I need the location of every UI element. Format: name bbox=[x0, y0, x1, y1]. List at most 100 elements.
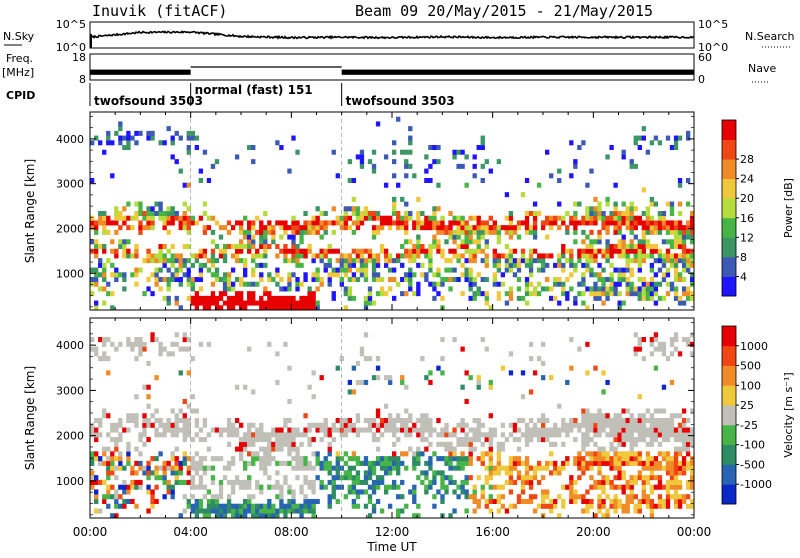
velocity-cell bbox=[303, 460, 308, 466]
power-cell bbox=[657, 295, 663, 301]
velocity-cell bbox=[420, 479, 425, 485]
power-cell bbox=[621, 239, 626, 245]
power-cell bbox=[512, 248, 518, 254]
power-cell bbox=[589, 258, 594, 264]
velocity-cell bbox=[460, 422, 465, 428]
velocity-cell bbox=[641, 437, 646, 443]
velocity-cell bbox=[589, 427, 594, 433]
velocity-cell bbox=[303, 465, 308, 471]
power-cell bbox=[130, 225, 135, 231]
power-cell bbox=[359, 211, 365, 217]
velocity-cell bbox=[363, 470, 369, 476]
power-cell bbox=[460, 149, 465, 155]
velocity-cell bbox=[460, 427, 465, 433]
power-cell bbox=[327, 220, 332, 226]
power-cell bbox=[545, 149, 550, 155]
power-cell bbox=[122, 135, 127, 141]
power-cell bbox=[283, 305, 288, 311]
power-cell bbox=[122, 248, 127, 254]
power-cell bbox=[166, 281, 171, 287]
velocity-cell bbox=[130, 413, 135, 419]
velocity-cell bbox=[247, 441, 252, 447]
power-cell bbox=[166, 215, 171, 221]
power-cell bbox=[613, 229, 618, 235]
velocity-cell bbox=[392, 422, 397, 428]
velocity-cell bbox=[194, 484, 200, 490]
velocity-cell bbox=[166, 484, 171, 490]
velocity-cell bbox=[685, 437, 691, 443]
power-cell bbox=[673, 234, 679, 240]
velocity-cell bbox=[689, 479, 695, 485]
power-cell bbox=[597, 291, 602, 297]
power-cell bbox=[504, 267, 510, 273]
power-cell bbox=[396, 225, 401, 231]
velocity-cell bbox=[689, 460, 695, 466]
velocity-cell bbox=[416, 451, 421, 457]
noise-left-tick: 10^5 bbox=[56, 18, 86, 31]
power-cell bbox=[448, 258, 453, 264]
power-cell bbox=[649, 267, 655, 273]
power-cell bbox=[480, 248, 485, 254]
power-cell bbox=[243, 272, 248, 278]
velocity-cell bbox=[420, 451, 425, 457]
power-cell bbox=[214, 300, 220, 306]
power-cell bbox=[468, 286, 473, 292]
power-cell bbox=[589, 286, 594, 292]
power-cell bbox=[271, 234, 276, 240]
power-cell bbox=[279, 277, 284, 283]
velocity-cell bbox=[307, 465, 312, 471]
velocity-cell bbox=[601, 413, 606, 419]
power-cell bbox=[601, 215, 606, 221]
velocity-cell bbox=[500, 503, 506, 509]
velocity-cell bbox=[613, 418, 618, 424]
velocity-cell bbox=[589, 413, 594, 419]
velocity-cell bbox=[311, 508, 316, 514]
power-cell bbox=[295, 244, 300, 250]
power-cell bbox=[400, 253, 405, 259]
velocity-cell bbox=[597, 451, 602, 457]
velocity-cell bbox=[557, 494, 562, 500]
power-cell bbox=[90, 178, 95, 184]
velocity-cell bbox=[625, 437, 630, 443]
velocity-cell bbox=[98, 460, 103, 466]
power-cell bbox=[363, 267, 369, 273]
velocity-cell bbox=[629, 418, 634, 424]
power-cell bbox=[94, 135, 99, 141]
power-cell bbox=[387, 215, 393, 221]
velocity-cell bbox=[150, 422, 155, 428]
power-cell bbox=[222, 291, 228, 297]
power-cell bbox=[569, 248, 574, 254]
velocity-cell bbox=[540, 360, 546, 366]
power-cell bbox=[593, 215, 598, 221]
velocity-cell bbox=[681, 337, 687, 343]
power-cell bbox=[315, 229, 320, 235]
velocity-cell bbox=[444, 460, 449, 466]
power-cell bbox=[565, 248, 570, 254]
power-cell bbox=[420, 262, 425, 268]
velocity-cell bbox=[247, 432, 252, 438]
power-cell bbox=[637, 295, 642, 301]
power-cell bbox=[609, 286, 614, 292]
power-cell bbox=[347, 291, 353, 297]
power-cell bbox=[178, 215, 183, 221]
power-cell bbox=[577, 201, 582, 207]
velocity-cell bbox=[243, 460, 248, 466]
velocity-cell bbox=[484, 465, 489, 471]
velocity-cell bbox=[102, 356, 107, 362]
power-cell bbox=[247, 225, 252, 231]
velocity-cell bbox=[138, 484, 143, 490]
velocity-cell bbox=[142, 346, 147, 352]
power-cell bbox=[404, 229, 409, 235]
power-cell bbox=[267, 220, 272, 226]
velocity-cell bbox=[363, 503, 369, 509]
velocity-cell bbox=[484, 479, 489, 485]
velocity-cell bbox=[259, 508, 264, 514]
velocity-cell bbox=[665, 484, 671, 490]
power-cell bbox=[375, 229, 381, 235]
power-cell bbox=[673, 253, 679, 259]
power-cell bbox=[404, 272, 409, 278]
power-cell bbox=[480, 140, 485, 146]
velocity-cell bbox=[468, 441, 473, 447]
power-cell bbox=[271, 305, 276, 311]
power-cell bbox=[689, 211, 695, 217]
